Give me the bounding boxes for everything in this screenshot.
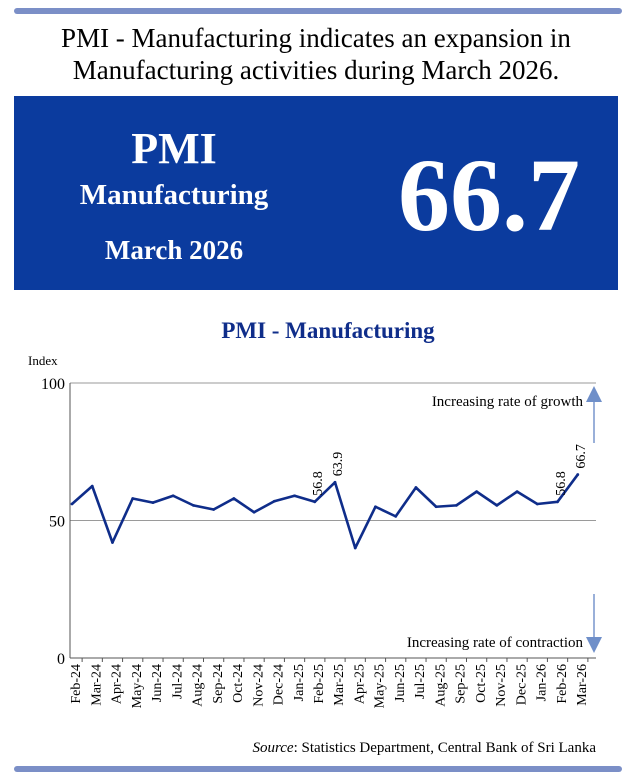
data-label-Mar-25: 63.9 [331,452,346,477]
data-point-Jan-26 [535,502,539,506]
headline-line-2: Manufacturing activities during March 20… [72,55,560,85]
data-point-Aug-24 [191,503,195,507]
y-tick-label-0: 0 [57,651,65,668]
x-tick-label-Feb-24: Feb-24 [69,664,84,704]
data-point-Dec-25 [515,490,519,494]
x-tick-label-Jan-26: Jan-26 [535,664,550,701]
x-tick-label-May-25: May-25 [373,664,388,708]
data-point-Apr-25 [353,546,357,550]
x-tick-label-May-24: May-24 [130,664,145,708]
x-tick-label-Feb-25: Feb-25 [312,664,327,704]
x-tick-label-Dec-25: Dec-25 [514,664,529,705]
x-tick-label-Mar-25: Mar-25 [332,664,347,706]
data-label-Feb-25: 56.8 [311,471,326,496]
chart-title: PMI - Manufacturing [221,318,435,343]
x-tick-label-Nov-24: Nov-24 [251,664,266,707]
data-point-Dec-24 [272,499,276,503]
data-label-Feb-26: 56.8 [554,471,569,496]
series-line-0 [71,473,579,550]
x-tick-label-Jan-25: Jan-25 [292,664,307,701]
data-point-Feb-26 [556,500,559,504]
headline: PMI - Manufacturing indicates an expansi… [14,22,618,86]
bottom-rule [14,766,622,772]
x-tick-label-Sep-25: Sep-25 [454,664,469,704]
data-point-Jun-25 [394,514,398,518]
source-text: : Statistics Department, Central Bank of… [293,740,596,756]
top-rule [14,8,622,14]
x-tick-label-Aug-25: Aug-25 [433,664,448,707]
x-tick-label-Nov-25: Nov-25 [494,664,509,707]
x-tick-label-Sep-24: Sep-24 [211,664,226,704]
x-tick-label-Jun-24: Jun-24 [150,664,165,702]
annotation-contraction: Increasing rate of contraction [407,635,584,651]
y-tick-label-100: 100 [41,376,65,393]
data-point-Aug-25 [434,505,438,509]
x-tick-label-Dec-24: Dec-24 [272,664,287,705]
banner-label-period: March 2026 [104,235,244,265]
y-axis-label: Index [28,353,58,368]
data-point-Oct-24 [232,497,236,500]
data-point-Sep-25 [454,503,458,507]
source-note: Source: Statistics Department, Central B… [252,740,596,757]
data-point-Mar-25 [333,480,337,484]
data-point-Jan-25 [293,494,296,498]
data-label-Mar-26: 66.7 [574,444,589,469]
headline-line-1: PMI - Manufacturing indicates an expansi… [61,23,571,53]
data-point-Nov-25 [495,503,499,507]
data-point-Feb-24 [70,502,74,506]
x-tick-label-Mar-24: Mar-24 [89,664,104,706]
data-point-May-24 [131,497,135,500]
contraction-arrow-icon [586,637,602,653]
data-point-May-25 [374,505,377,509]
data-point-Oct-25 [475,490,479,494]
x-tick-label-Oct-24: Oct-24 [231,664,246,703]
x-tick-label-Oct-25: Oct-25 [474,664,489,703]
x-tick-label-Jul-24: Jul-24 [170,664,185,699]
banner-label-sector: Manufacturing [79,179,269,211]
source-label: Source [252,740,294,756]
data-point-Mar-26 [576,473,580,476]
data-point-Sep-24 [212,508,216,511]
x-tick-label-Mar-26: Mar-26 [575,664,590,706]
data-point-Nov-24 [252,510,256,514]
data-point-Jul-25 [414,486,418,489]
x-tick-label-Jun-25: Jun-25 [393,664,408,702]
x-tick-label-Apr-25: Apr-25 [352,664,367,704]
data-point-Apr-24 [111,541,114,544]
y-tick-label-50: 50 [49,514,65,531]
pmi-banner: PMI Manufacturing March 2026 66.7 [14,96,618,290]
banner-pmi-value: 66.7 [398,138,580,253]
data-point-Feb-25 [313,500,317,504]
growth-arrow-icon [586,386,602,402]
x-tick-label-Apr-24: Apr-24 [110,664,125,704]
data-point-Jun-24 [151,501,155,505]
data-point-Mar-24 [90,484,94,488]
annotation-growth: Increasing rate of growth [432,394,584,410]
data-point-Jul-24 [171,494,175,498]
pmi-line-chart: PMI - Manufacturing Index 0 50 100 Feb-24 M… [28,318,602,708]
banner-label-pmi: PMI [131,124,217,173]
x-tick-label-Jul-25: Jul-25 [413,664,428,699]
x-tick-label-Feb-26: Feb-26 [555,664,570,704]
x-tick-label-Aug-24: Aug-24 [191,664,206,707]
